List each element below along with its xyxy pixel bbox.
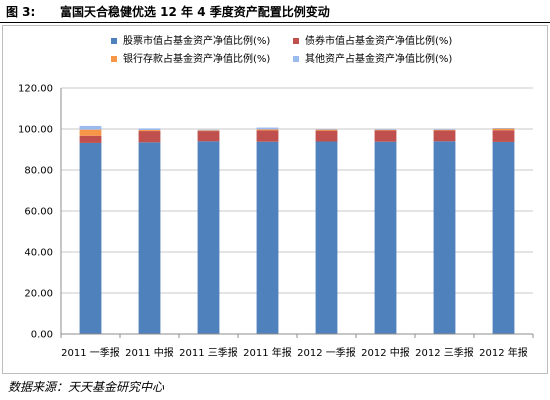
bar-segment (256, 127, 279, 130)
bar-segment (315, 141, 338, 334)
bar-segment (433, 141, 456, 334)
bar-segment (433, 129, 456, 131)
figure-label: 图 3: (6, 5, 36, 19)
y-axis: 0.00 20.00 40.00 60.00 80.00 100.00 120.00 (18, 84, 62, 341)
bar-segment (197, 130, 220, 132)
data-source-note: 数据来源：天天基金研究中心 (8, 380, 165, 394)
bar-segment (138, 130, 161, 132)
x-tick-label: 2011 一季报 (61, 346, 120, 359)
bar-segment (315, 129, 338, 131)
legend-label: 银行存款占基金资产净值比例(%) (123, 52, 270, 65)
bar-segment (492, 127, 515, 129)
bar-segment (492, 141, 515, 334)
x-tick-label: 2011 年报 (243, 346, 292, 359)
bar-segment (138, 128, 161, 131)
bar-segment (492, 130, 515, 142)
y-tick-label: 100.00 (18, 125, 53, 136)
bars (79, 125, 515, 334)
bar-segment (374, 129, 397, 130)
bar-segment (197, 129, 220, 131)
bar-segment (197, 141, 220, 334)
x-tick-label: 2011 三季报 (179, 346, 238, 359)
y-tick-label: 40.00 (24, 248, 53, 259)
y-tick-label: 80.00 (24, 166, 53, 177)
bar-segment (433, 129, 456, 130)
y-tick-label: 120.00 (18, 84, 53, 95)
legend-swatch (293, 38, 299, 44)
legend-swatch (293, 56, 299, 62)
x-tick-label: 2012 一季报 (297, 346, 356, 359)
y-tick-label: 20.00 (24, 289, 53, 300)
stacked-bar-chart: 股票市值占基金资产净值比例(%) 债券市值占基金资产净值比例(%) 银行存款占基金资… (18, 34, 534, 359)
legend-label: 股票市值占基金资产净值比例(%) (123, 34, 270, 47)
bar-segment (374, 130, 397, 142)
bar-segment (433, 130, 456, 142)
legend-label: 债券市值占基金资产净值比例(%) (305, 34, 452, 47)
bar-segment (138, 131, 161, 143)
bar-segment (374, 129, 397, 131)
bar-segment (138, 142, 161, 334)
legend-swatch (111, 56, 117, 62)
legend: 股票市值占基金资产净值比例(%) 债券市值占基金资产净值比例(%) 银行存款占基金资… (111, 34, 452, 65)
bar-segment (315, 130, 338, 142)
legend-swatch (111, 38, 117, 44)
bar-segment (197, 131, 220, 142)
chart-area: 股票市值占基金资产净值比例(%) 债券市值占基金资产净值比例(%) 银行存款占基金资… (2, 25, 548, 374)
bar-segment (256, 129, 279, 131)
x-axis: 2011 一季报 2011 中报 2011 三季报 2011 年报 2012 一季报 20… (60, 333, 534, 359)
bar-segment (79, 125, 102, 130)
bar-segment (374, 141, 397, 334)
x-tick-label: 2012 三季报 (415, 346, 474, 359)
chart-title: 富国天合稳健优选 12 年 4 季度资产配置比例变动 (60, 5, 330, 19)
figure-header: 图 3: 富国天合稳健优选 12 年 4 季度资产配置比例变动 (0, 0, 550, 23)
y-tick-label: 60.00 (24, 207, 53, 218)
x-tick-label: 2012 年报 (479, 346, 528, 359)
bar-segment (492, 128, 515, 131)
bar-segment (256, 130, 279, 142)
x-tick-label: 2011 中报 (125, 346, 174, 359)
bar-segment (256, 141, 279, 334)
gridlines (61, 87, 533, 335)
bar-segment (79, 135, 102, 143)
bar-segment (79, 142, 102, 334)
bar-segment (79, 129, 102, 136)
legend-label: 其他资产占基金资产净值比例(%) (305, 52, 452, 65)
y-tick-label: 0.00 (31, 330, 53, 341)
bar-segment (315, 129, 338, 130)
x-tick-label: 2012 中报 (361, 346, 410, 359)
